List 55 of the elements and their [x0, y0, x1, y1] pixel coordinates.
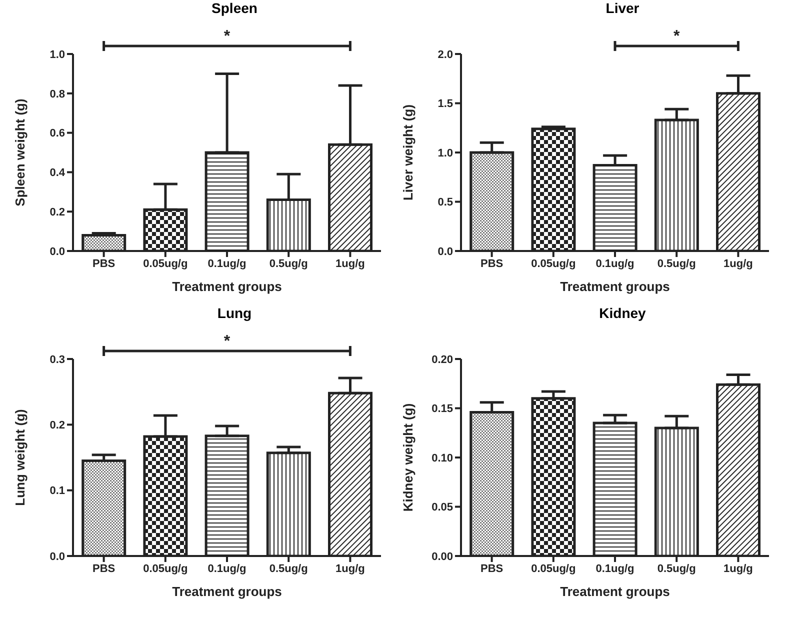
text: *: [224, 333, 231, 350]
y-tick-label: 2.0: [438, 48, 453, 61]
x-tick-label: 0.05ug/g: [531, 258, 576, 270]
x-axis-title: Treatment groups: [560, 584, 670, 599]
y-tick-label: 0.2: [50, 420, 65, 432]
y-tick-label: 0.20: [432, 354, 453, 366]
y-tick-label: 0.3: [50, 354, 65, 366]
y-tick-label: 1.0: [438, 147, 453, 160]
text: *: [673, 28, 680, 45]
y-tick-label: 0.10: [432, 452, 453, 464]
x-tick-label: 0.1ug/g: [208, 562, 246, 575]
x-tick-label: PBS: [92, 258, 116, 270]
y-axis-title: Spleen weight (g): [12, 98, 28, 206]
y-axis-title: Kidney weight (g): [400, 403, 416, 512]
y-tick-label: 0.1: [50, 485, 65, 498]
y-tick-label: 0.0: [438, 246, 453, 258]
x-tick-label: 0.1ug/g: [596, 258, 634, 270]
x-tick-label: 1ug/g: [724, 258, 753, 270]
x-tick-label: 0.5ug/g: [657, 258, 696, 270]
y-tick-label: 0.2: [50, 206, 65, 219]
y-tick-label: 0.00: [432, 550, 453, 563]
x-tick-label: PBS: [92, 562, 116, 575]
x-tick-label: 1ug/g: [724, 562, 753, 575]
x-axis-title: Treatment groups: [172, 584, 282, 599]
x-tick-label: 0.1ug/g: [596, 562, 634, 575]
x-tick-label: PBS: [480, 258, 504, 270]
x-tick-label: 0.5ug/g: [269, 562, 308, 575]
y-axis-title: Lung weight (g): [12, 409, 28, 506]
chart-title: Spleen: [210, 0, 258, 16]
x-tick-label: 0.5ug/g: [269, 258, 308, 270]
y-tick-label: 0.05: [432, 502, 453, 514]
y-axis-title: Liver weight (g): [400, 104, 416, 201]
y-tick-label: 0.15: [432, 403, 453, 416]
chart-title: Kidney: [598, 305, 647, 321]
chart-title: Lung: [216, 305, 253, 321]
x-tick-label: 0.5ug/g: [657, 562, 696, 575]
y-tick-label: 0.8: [50, 88, 65, 100]
text: *: [224, 28, 231, 45]
x-tick-label: 0.05ug/g: [143, 258, 188, 270]
y-tick-label: 0.6: [50, 128, 65, 140]
x-tick-label: 1ug/g: [336, 562, 365, 575]
y-tick-label: 1.5: [438, 98, 453, 110]
x-tick-label: 0.05ug/g: [143, 562, 188, 575]
x-axis-title: Treatment groups: [560, 279, 670, 294]
x-axis-title: Treatment groups: [172, 279, 282, 294]
y-tick-label: 0.0: [50, 246, 65, 258]
x-tick-label: 0.1ug/g: [208, 258, 246, 270]
x-tick-label: PBS: [480, 562, 504, 575]
y-tick-label: 1.0: [50, 48, 65, 61]
x-tick-label: 0.05ug/g: [531, 562, 576, 575]
x-tick-label: 1ug/g: [336, 258, 365, 270]
y-tick-label: 0.0: [50, 550, 65, 563]
y-tick-label: 0.5: [438, 196, 453, 209]
y-tick-label: 0.4: [50, 167, 66, 180]
chart-title: Liver: [604, 0, 640, 16]
